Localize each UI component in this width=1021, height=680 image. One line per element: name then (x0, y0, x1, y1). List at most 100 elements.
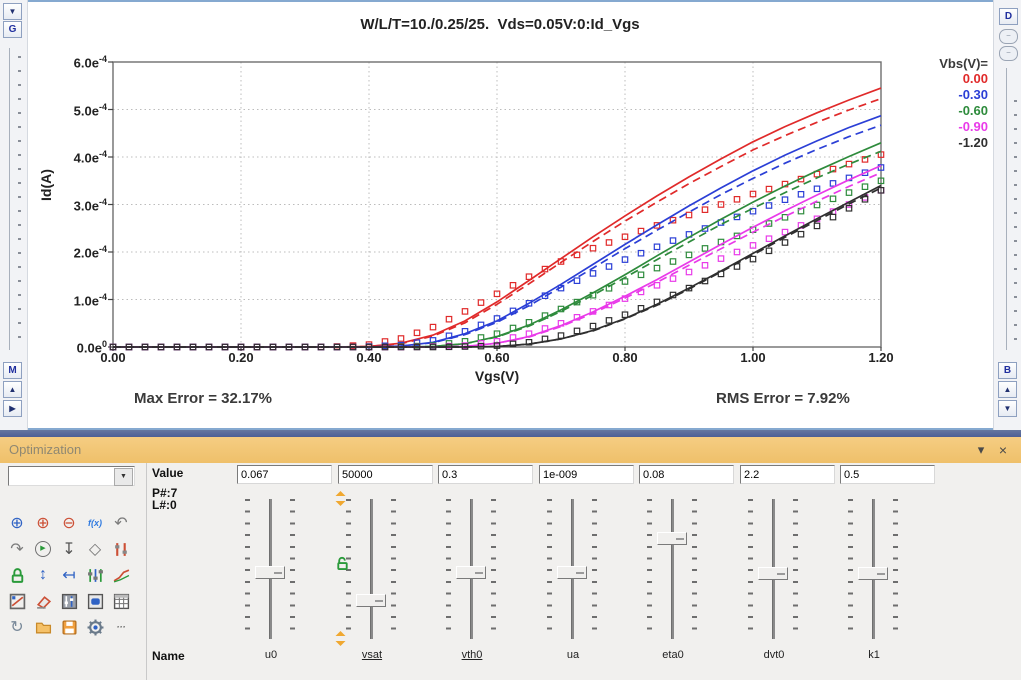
measured-marker (765, 220, 773, 227)
slider-handle-eta0[interactable] (657, 532, 687, 546)
m-mode-button[interactable]: M (3, 362, 22, 379)
measured-marker (861, 169, 869, 177)
measured-marker (493, 315, 501, 322)
plot-window: W/L/T=10./0.25/25. Vds=0.05V:0:Id_Vgs Id… (0, 0, 1021, 430)
parameter-set-combobox[interactable]: ▼ (8, 466, 135, 486)
scroll-up-button-right[interactable]: ▲ (998, 381, 1017, 398)
scroll-down-button-right[interactable]: ▼ (998, 400, 1017, 417)
measured-marker (829, 195, 837, 203)
measured-marker (605, 263, 613, 270)
panel-menu-button[interactable]: ▾ (977, 442, 985, 457)
measured-marker (669, 237, 677, 244)
measured-marker (701, 277, 709, 285)
slider-handle-k1[interactable] (858, 567, 888, 581)
param-name-eta0[interactable]: eta0 (662, 649, 684, 661)
tune-icon[interactable] (109, 537, 133, 561)
zoom-round-button-2[interactable]: − (999, 46, 1018, 61)
panel-close-button[interactable]: × (998, 442, 1008, 458)
param-name-vth0[interactable]: vth0 (461, 649, 483, 661)
fit-curve-icon[interactable] (109, 563, 133, 587)
refresh-icon[interactable]: ↻ (10, 619, 24, 636)
optimization-body: ▼ ⊕ ⊕ ⊖ f(x) ↶ ↷ ▶ ↧ ◇ ↕ ↤ ↻ ··· Value P#:7 L#:0 Nam… (0, 463, 1021, 680)
measured-marker (253, 343, 261, 351)
range-marker-bottom-icon[interactable] (334, 631, 347, 651)
zoom-round-button-1[interactable]: − (999, 29, 1018, 44)
param-value-vsat[interactable] (338, 465, 433, 484)
unlock-icon[interactable] (335, 555, 350, 576)
window-icon[interactable] (83, 589, 107, 613)
rms-error-text: RMS Error = 7.92% (716, 390, 850, 407)
tag-icon[interactable]: ◇ (88, 541, 102, 558)
measured-marker (509, 324, 517, 332)
plot-region-icon[interactable] (5, 589, 29, 613)
left-scroll-track[interactable] (9, 48, 10, 350)
import-icon[interactable]: ↧ (62, 541, 76, 558)
measured-marker (765, 235, 773, 243)
slider-handle-vth0[interactable] (456, 565, 486, 579)
circle-plus-blue-icon[interactable]: ⊕ (10, 515, 24, 532)
slider-handle-dvt0[interactable] (758, 567, 788, 581)
param-value-u0[interactable] (237, 465, 332, 484)
right-scroll-track[interactable] (1006, 68, 1007, 350)
chevron-down-icon[interactable]: ▼ (114, 468, 133, 486)
range-marker-top-icon[interactable] (334, 491, 347, 511)
measured-marker (589, 270, 597, 277)
slider-handle-ua[interactable] (557, 565, 587, 579)
param-value-dvt0[interactable] (740, 465, 835, 484)
graph-mode-button[interactable]: G (3, 21, 22, 38)
mixer-icon[interactable] (57, 589, 81, 613)
legend-entry: -0.30 (958, 87, 988, 102)
param-name-ua[interactable]: ua (566, 649, 580, 661)
y-tick-label: 6.0e-4 (73, 54, 107, 71)
optimization-toolbar: ⊕ ⊕ ⊖ f(x) ↶ ↷ ▶ ↧ ◇ ↕ ↤ ↻ ··· (5, 511, 135, 641)
measured-marker (861, 156, 869, 163)
slider-ticks-right (491, 499, 496, 639)
circle-plus-red-icon[interactable]: ⊕ (36, 515, 50, 532)
slider-track-vsat[interactable] (370, 499, 373, 639)
scroll-up-button[interactable]: ▲ (3, 381, 22, 398)
measured-marker (541, 325, 549, 332)
measured-marker (445, 315, 453, 323)
window-splitter[interactable] (0, 430, 1021, 437)
run-icon[interactable]: ▶ (31, 537, 55, 561)
settings-gear-icon[interactable] (83, 615, 107, 639)
redo-icon[interactable]: ↷ (10, 541, 24, 558)
measured-marker (717, 255, 725, 262)
param-name-vsat[interactable]: vsat (361, 649, 383, 661)
slider-track-eta0[interactable] (671, 499, 674, 639)
param-value-eta0[interactable] (639, 465, 734, 484)
function-icon[interactable]: f(x) (88, 518, 102, 528)
scroll-right-button[interactable]: ▶ (3, 400, 22, 417)
measured-marker (733, 232, 741, 240)
sliders-icon[interactable] (83, 563, 107, 587)
measured-marker (813, 185, 821, 193)
y-tick-label: 3.0e-4 (73, 196, 107, 213)
param-value-k1[interactable] (840, 465, 935, 484)
param-name-u0[interactable]: u0 (264, 649, 278, 661)
measured-marker (589, 308, 597, 315)
param-value-vth0[interactable] (438, 465, 533, 484)
measured-marker (749, 255, 757, 263)
slider-handle-u0[interactable] (255, 565, 285, 579)
table-icon[interactable] (109, 589, 133, 613)
save-icon[interactable] (57, 615, 81, 639)
lock-icon[interactable] (5, 563, 29, 587)
data-mode-button[interactable]: D (999, 8, 1018, 25)
measured-marker (573, 327, 581, 335)
eraser-icon[interactable] (31, 589, 55, 613)
circle-minus-red-icon[interactable]: ⊖ (62, 515, 76, 532)
slider-handle-vsat[interactable] (356, 593, 386, 607)
collapse-button[interactable]: ▼ (3, 3, 22, 20)
align-left-icon[interactable]: ↤ (62, 567, 76, 584)
more-icon[interactable]: ··· (116, 622, 126, 632)
measured-marker (557, 258, 565, 265)
undo-icon[interactable]: ↶ (114, 515, 128, 532)
param-value-ua[interactable] (539, 465, 634, 484)
b-lock-button[interactable]: B (998, 362, 1017, 379)
param-name-k1[interactable]: k1 (868, 649, 880, 661)
param-name-dvt0[interactable]: dvt0 (763, 649, 785, 661)
measured-marker (493, 342, 501, 349)
expand-vertical-icon[interactable]: ↕ (39, 566, 47, 583)
measured-marker (573, 314, 581, 321)
open-folder-icon[interactable] (31, 615, 55, 639)
